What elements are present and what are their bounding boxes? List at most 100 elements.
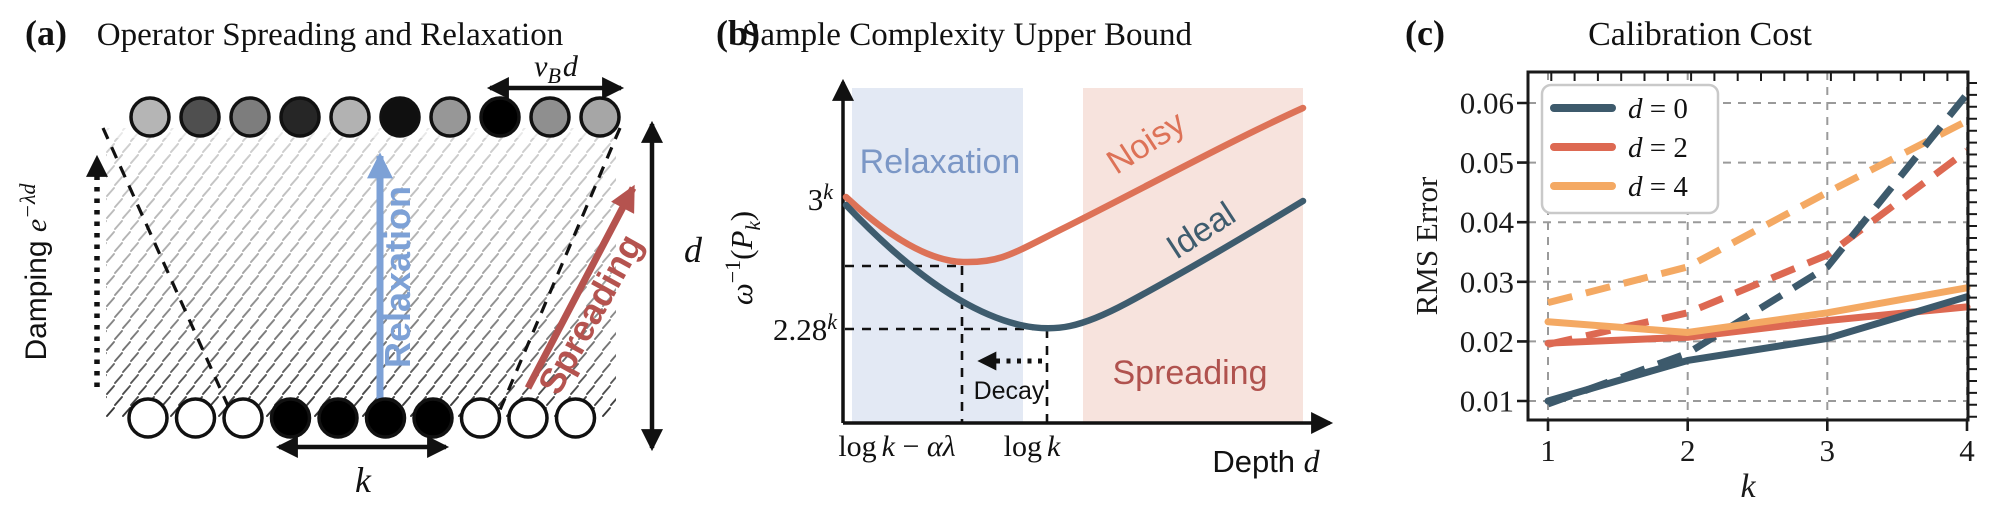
bottom-qubit-8 [459, 397, 502, 439]
vbd-v: v [534, 50, 548, 83]
c-legend-d4-var: d [1628, 171, 1643, 203]
b-xtick1-k: k [882, 430, 896, 463]
c-xtick-2: 2 [1680, 433, 1696, 468]
c-legend: d = 0 d = 2 d = 4 [1540, 83, 1720, 215]
c-series-d-2-solid- [1544, 303, 1971, 347]
b-ytick-228k-base: 2.28 [773, 312, 827, 347]
top-qubit-9 [529, 96, 571, 138]
bottom-qubit-1 [127, 397, 169, 439]
top-qubit-6 [379, 96, 421, 138]
bottom-qubit-10 [554, 397, 597, 439]
b-ylabel-open: ( [724, 249, 759, 259]
panel-c-label: (c) [1405, 13, 1445, 53]
damping-word: Damping [20, 232, 53, 360]
panel-a-label: (a) [25, 13, 67, 53]
damping-label: Damping e−λd [15, 182, 53, 360]
c-x-axis-label: k [1740, 468, 1756, 505]
top-qubit-4 [279, 96, 321, 138]
c-ytick-002: 0.02 [1460, 324, 1514, 359]
top-qubit-7 [429, 96, 471, 138]
panel-a-title: Operator Spreading and Relaxation [97, 17, 563, 53]
c-legend-label-d0: d = 0 [1628, 93, 1688, 125]
relaxation-arrow-label: Relaxation [377, 186, 418, 368]
bottom-qubit-3 [222, 397, 264, 439]
k-span-label: k [355, 460, 372, 500]
c-plot-frame [1526, 70, 1970, 422]
c-ytick-006: 0.06 [1460, 86, 1514, 121]
top-qubit-row [129, 96, 621, 138]
c-legend-d4-rest: = 4 [1643, 171, 1689, 203]
c-xtick-1: 1 [1540, 433, 1556, 468]
b-xlabel-d: d [1304, 443, 1321, 479]
panel-c: (c) Calibration Cost 0.01 0.02 0.03 0.04… [1405, 13, 1977, 505]
c-legend-label-d4: d = 4 [1628, 171, 1688, 203]
c-ytick-001: 0.01 [1460, 384, 1514, 419]
b-xtick2-k: k [1047, 430, 1061, 463]
b-ylabel-p: P [724, 230, 759, 250]
c-legend-d2-var: d [1628, 132, 1643, 164]
b-ylabel-sub: k [741, 221, 765, 231]
b-ylabel-close: ) [724, 211, 759, 221]
lightcone-left-dashed-line [101, 127, 235, 418]
b-ylabel-sup: −1 [720, 260, 745, 283]
b-xtick2-log: log [1004, 430, 1042, 463]
damping-base: e [20, 219, 53, 232]
vbd-label: vBd [534, 50, 579, 88]
c-data-series [1544, 91, 1971, 408]
b-xlabel-word: Depth [1212, 444, 1303, 479]
bottom-qubit-6 [364, 397, 407, 439]
bottom-qubit-row [127, 397, 597, 439]
b-xtick1-alphalambda: αλ [927, 430, 956, 463]
top-qubit-1 [129, 96, 171, 138]
top-qubit-5 [329, 96, 371, 138]
c-minor-tick-marks [1550, 72, 1977, 418]
spreading-region [1083, 88, 1303, 423]
vbd-sub-b: B [547, 63, 560, 88]
bottom-qubit-9 [507, 397, 549, 439]
relaxation-region-label: Relaxation [860, 143, 1021, 181]
c-xtick-3: 3 [1820, 433, 1836, 468]
c-ytick-005: 0.05 [1460, 145, 1514, 180]
c-minor-ticks [1550, 72, 1977, 418]
b-ytick-3k-sup: k [823, 179, 834, 204]
b-ylabel-omega: ω [724, 283, 759, 305]
panel-b-title: Sample Complexity Upper Bound [742, 17, 1193, 53]
c-legend-label-d2: d = 2 [1628, 132, 1688, 164]
c-major-ticks [1517, 101, 1969, 431]
c-series-d-0-solid- [1544, 293, 1971, 405]
c-ytick-004: 0.04 [1460, 205, 1515, 240]
panel-b-label: (b) [716, 13, 760, 53]
spreading-region-label: Spreading [1112, 354, 1267, 392]
minimum-guide-dashed-lines [845, 264, 1049, 423]
b-xtick1-log: log [838, 430, 876, 463]
spreading-arrow [524, 184, 637, 390]
bottom-qubit-5 [317, 397, 359, 439]
b-xtick-logk: log k [1004, 430, 1061, 463]
b-ytick-3k: 3k [808, 179, 835, 217]
damping-exponent: −λd [15, 182, 40, 218]
b-y-axis-label: ω−1(Pk) [720, 211, 765, 305]
b-xtick1-minus: − [895, 430, 927, 463]
decay-label: Decay [974, 377, 1045, 405]
bottom-qubit-7 [412, 397, 454, 439]
panel-b: (b) Sample Complexity Upper Bound Decay … [716, 13, 1334, 479]
c-legend-d2-rest: = 2 [1643, 132, 1688, 164]
panel-a: (a) Operator Spreading and Relaxation Da… [15, 13, 703, 500]
b-ytick-228k-sup: k [827, 309, 838, 334]
top-qubit-3 [229, 96, 271, 138]
top-qubit-2 [179, 96, 221, 138]
bottom-qubit-2 [174, 397, 217, 439]
c-legend-d0-var: d [1628, 93, 1643, 125]
lightcone-right-dashed-line [495, 127, 622, 418]
c-legend-box [1540, 83, 1720, 215]
c-series-d-4-solid- [1544, 284, 1971, 336]
panel-c-title: Calibration Cost [1588, 16, 1812, 53]
hatch-region [103, 128, 620, 418]
b-ytick-228k: 2.28k [773, 309, 838, 347]
c-xtick-4: 4 [1959, 433, 1975, 468]
b-xtick-logk-al: log k − αλ [838, 430, 955, 463]
b-ytick-3k-base: 3 [808, 182, 824, 217]
ideal-curve [842, 197, 1307, 332]
